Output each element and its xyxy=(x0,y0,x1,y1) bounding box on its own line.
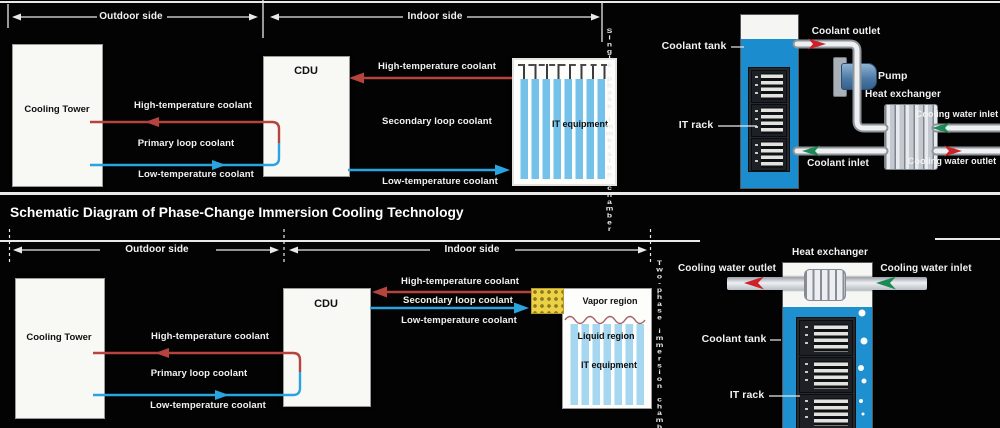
coolant-tank-label-top: Coolant tank xyxy=(661,40,727,52)
low-temp-coolant-label-top-left: Low-temperature coolant xyxy=(138,169,254,180)
server-unit xyxy=(799,357,853,393)
high-temp-coolant-label-top-left: High-temperature coolant xyxy=(134,100,252,111)
it-equipment-label-bottom: IT equipment xyxy=(581,360,637,370)
cooling-tower-label-bottom: Cooling Tower xyxy=(26,332,92,343)
it-rack-label-top: IT rack xyxy=(678,119,714,131)
secondary-loop-coolant-label-bottom: Secondary loop coolant xyxy=(403,295,513,306)
liquid-region-label: Liquid region xyxy=(577,331,635,341)
secondary-loop-coolant-label-top: Secondary loop coolant xyxy=(382,116,492,127)
it-rack-bottom xyxy=(796,317,856,428)
cooling-water-inlet-label-bottom: Cooling water inlet xyxy=(880,263,972,274)
single-phase-chamber-label: Single-phase immersion chamber xyxy=(604,27,615,233)
primary-loop-coolant-label-bottom: Primary loop coolant xyxy=(150,368,248,379)
top-border-line xyxy=(0,1,1000,3)
low-temp-coolant-label-top-mid: Low-temperature coolant xyxy=(382,176,498,187)
coolant-tank-label-bottom: Coolant tank xyxy=(701,333,767,345)
heat-exchanger-label-bottom: Heat exchanger xyxy=(792,247,868,258)
low-temp-coolant-label-bottom-mid: Low-temperature coolant xyxy=(401,315,517,326)
section-divider-line xyxy=(0,192,1000,195)
high-temp-coolant-label-bottom-left: High-temperature coolant xyxy=(151,331,269,342)
pump-label: Pump xyxy=(878,70,908,82)
heat-exchanger-top xyxy=(884,104,938,170)
it-rack-label-bottom: IT rack xyxy=(729,389,765,401)
it-equipment-label-top: IT equipment xyxy=(552,119,608,129)
pump-icon xyxy=(841,63,877,90)
top-indoor-ruler xyxy=(270,2,603,42)
server-unit xyxy=(751,70,787,103)
coolant-inlet-label: Coolant inlet xyxy=(807,158,869,169)
heat-exchanger-bottom xyxy=(804,269,846,301)
server-unit xyxy=(751,138,787,171)
cdu-label-top: CDU xyxy=(294,65,318,77)
cooling-water-inlet-label-top: Cooling water inlet xyxy=(915,109,999,119)
bottom-indoor-label: Indoor side xyxy=(444,244,500,255)
coolant-outlet-label: Coolant outlet xyxy=(811,26,881,37)
primary-loop-coolant-label-top: Primary loop coolant xyxy=(137,138,235,149)
bottom-outdoor-label: Outdoor side xyxy=(125,244,189,255)
cooling-water-outlet-label-top: Cooling water outlet xyxy=(907,156,997,166)
it-rack-top xyxy=(748,67,790,172)
low-temp-coolant-label-bottom-left: Low-temperature coolant xyxy=(150,400,266,411)
cooling-water-outlet-label-bottom: Cooling water outlet xyxy=(677,263,777,274)
server-unit xyxy=(799,394,853,428)
vapor-region-label: Vapor region xyxy=(582,296,638,306)
cable-hooks xyxy=(518,64,607,79)
cooling-tower-box-bottom xyxy=(15,278,105,419)
immersed-servers-bottom xyxy=(567,324,646,405)
cooling-tower-label-top: Cooling Tower xyxy=(24,104,90,115)
immersed-servers-top xyxy=(517,79,608,179)
high-temp-coolant-label-top-mid: High-temperature coolant xyxy=(378,61,496,72)
server-unit xyxy=(751,104,787,137)
server-unit xyxy=(799,320,853,356)
page-title: Schematic Diagram of Phase-Change Immers… xyxy=(10,205,464,220)
top-indoor-label: Indoor side xyxy=(407,11,463,22)
cooling-tower-box-top xyxy=(12,44,103,187)
condenser-block xyxy=(531,288,564,314)
heat-exchanger-label-top: Heat exchanger xyxy=(865,89,941,100)
cdu-label-bottom: CDU xyxy=(314,298,338,310)
top-outdoor-label: Outdoor side xyxy=(99,11,163,22)
high-temp-coolant-label-bottom-mid: High-temperature coolant xyxy=(401,276,519,287)
two-phase-chamber-label: Two-phase immersion chamber xyxy=(654,259,665,428)
